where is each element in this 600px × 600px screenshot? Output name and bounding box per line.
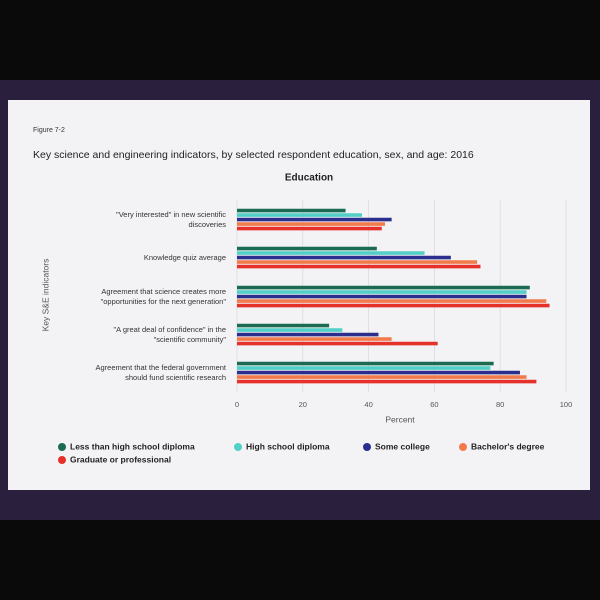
legend-label: Some college — [375, 441, 430, 451]
bar — [237, 251, 425, 255]
category-label: Knowledge quiz average — [144, 253, 226, 262]
bar — [237, 294, 527, 299]
legend-swatch — [459, 443, 467, 451]
bar — [237, 264, 481, 269]
bar — [237, 379, 537, 384]
bar — [237, 341, 438, 346]
bar — [237, 255, 451, 260]
category-label: "opportunities for the next generation" — [101, 297, 227, 306]
x-tick-label: 0 — [235, 400, 239, 409]
legend-label: Bachelor's degree — [471, 441, 545, 451]
bar — [237, 361, 494, 366]
bar — [237, 208, 346, 213]
x-tick-label: 40 — [364, 400, 372, 409]
legend-label: Graduate or professional — [70, 454, 171, 464]
bar — [237, 260, 478, 264]
x-tick-label: 20 — [299, 400, 307, 409]
bar — [237, 328, 343, 332]
legend-swatch — [363, 443, 371, 451]
bar — [237, 299, 547, 303]
chart-subtitle: Education — [285, 173, 333, 184]
bar — [237, 246, 377, 251]
bar — [237, 337, 392, 341]
bar — [237, 375, 527, 379]
bar — [237, 285, 530, 290]
bar — [237, 226, 382, 231]
category-label: should fund scientific research — [125, 373, 226, 382]
bar — [237, 222, 386, 226]
bar — [237, 217, 392, 222]
category-label: Agreement that the federal government — [96, 363, 227, 372]
category-label: "scientific community" — [154, 335, 227, 344]
chart-title: Key science and engineering indicators, … — [33, 149, 474, 161]
bar — [237, 290, 527, 294]
x-axis-label: Percent — [385, 414, 415, 424]
legend-swatch — [234, 443, 242, 451]
legend-label: High school diploma — [246, 441, 330, 451]
legend-swatch — [58, 443, 66, 451]
x-tick-label: 100 — [560, 400, 573, 409]
bar — [237, 303, 550, 308]
legend-label: Less than high school diploma — [70, 441, 195, 451]
category-label: Agreement that science creates more — [101, 287, 226, 296]
x-tick-label: 60 — [430, 400, 438, 409]
category-label: discoveries — [188, 220, 226, 229]
category-label: "A great deal of confidence" in the — [114, 325, 227, 334]
bar — [237, 366, 491, 370]
category-label: "Very interested" in new scientific — [116, 210, 226, 219]
figure-label: Figure 7-2 — [33, 127, 65, 134]
bar — [237, 213, 363, 217]
bar — [237, 332, 379, 337]
x-tick-label: 80 — [496, 400, 504, 409]
legend-swatch — [58, 456, 66, 464]
bar — [237, 370, 520, 375]
bar — [237, 323, 330, 328]
y-axis-label: Key S&E indicators — [40, 259, 50, 332]
